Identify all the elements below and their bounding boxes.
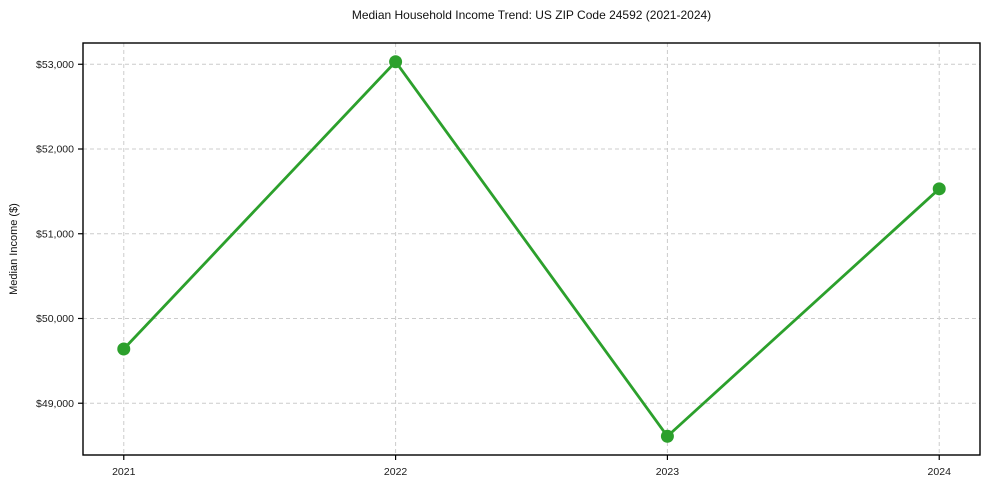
income-trend-line [122,60,941,438]
y-tick-label: $51,000 [36,228,74,240]
data-point-2023 [660,429,674,443]
y-tick-label: $49,000 [36,398,74,410]
data-point-2021 [117,342,131,356]
plot-frame [82,42,981,456]
chart-title: Median Household Income Trend: US ZIP Co… [351,8,712,22]
x-tick-label: 2023 [656,466,680,478]
data-point-2024 [932,182,946,196]
x-tick-label: 2021 [112,466,136,478]
x-tick-label: 2022 [384,466,408,478]
data-point-2022 [389,55,403,69]
y-tick-label: $50,000 [36,313,74,325]
x-tick-label: 2024 [928,466,952,478]
y-tick-label: $53,000 [36,59,74,71]
y-tick-label: $52,000 [36,144,74,156]
